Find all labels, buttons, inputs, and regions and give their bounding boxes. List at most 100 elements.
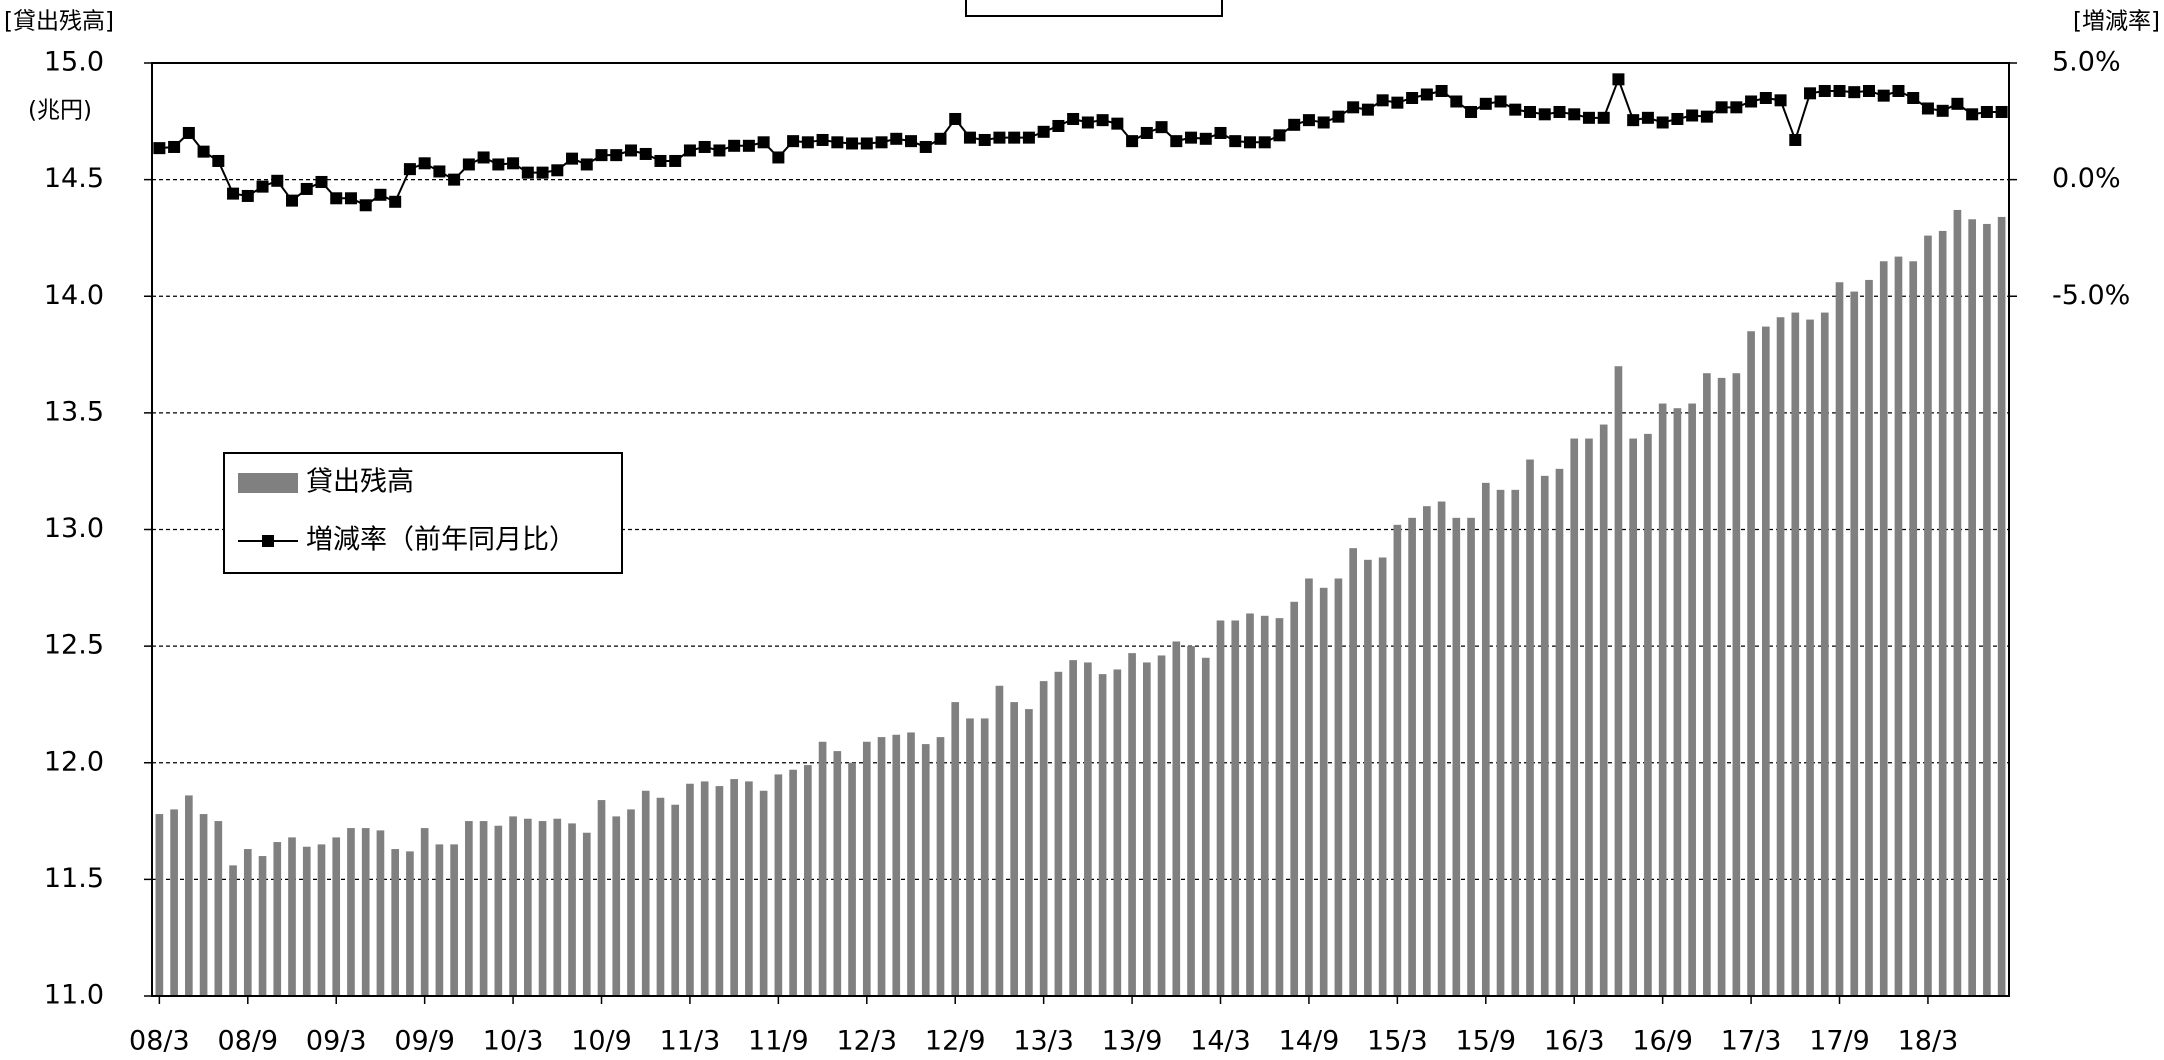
marker xyxy=(1995,105,2008,118)
marker xyxy=(462,158,475,171)
bar xyxy=(1820,312,1829,996)
marker xyxy=(212,154,225,167)
marker xyxy=(1479,97,1492,110)
bar xyxy=(1025,709,1033,996)
bar xyxy=(1983,223,1991,996)
marker xyxy=(654,154,667,167)
marker xyxy=(330,192,343,205)
marker xyxy=(1214,126,1227,139)
marker xyxy=(1597,111,1610,124)
bar xyxy=(347,828,355,996)
marker xyxy=(713,144,726,157)
bar xyxy=(1599,424,1608,997)
legend-marker xyxy=(262,535,274,547)
marker xyxy=(359,199,372,212)
bar xyxy=(1231,620,1240,996)
marker xyxy=(433,165,446,178)
y-tick-label: 13.0 xyxy=(44,513,104,544)
bar xyxy=(1526,459,1534,996)
marker xyxy=(1081,116,1094,129)
marker xyxy=(860,137,873,150)
bar xyxy=(582,832,591,996)
marker xyxy=(418,157,431,170)
bar xyxy=(1408,517,1416,996)
marker xyxy=(448,173,461,186)
bar xyxy=(1010,702,1019,996)
marker xyxy=(1538,108,1551,121)
bar xyxy=(1467,517,1475,996)
marker xyxy=(728,139,741,152)
bar xyxy=(700,781,709,996)
bar xyxy=(523,818,532,996)
bar xyxy=(1835,282,1844,996)
bar xyxy=(656,797,665,996)
y2-tick-label: 0.0% xyxy=(2052,163,2121,194)
bar xyxy=(509,816,517,996)
marker xyxy=(1730,101,1743,114)
marker xyxy=(978,133,991,146)
bar xyxy=(1172,641,1181,996)
marker xyxy=(1288,118,1301,131)
bar xyxy=(185,795,193,996)
plot-frame xyxy=(151,62,2010,997)
y-tick-label: 12.5 xyxy=(44,630,104,661)
marker xyxy=(1450,95,1463,108)
bar xyxy=(789,769,797,996)
bar xyxy=(1953,209,1962,996)
marker xyxy=(1641,111,1654,124)
marker xyxy=(1804,87,1817,100)
bar xyxy=(1909,261,1918,996)
bar xyxy=(877,737,886,996)
x-tick-label: 12/9 xyxy=(925,1026,986,1057)
marker xyxy=(624,144,637,157)
x-tick-label: 13/9 xyxy=(1102,1026,1163,1057)
marker xyxy=(492,158,505,171)
bar xyxy=(376,830,385,996)
x-tick-label: 17/9 xyxy=(1809,1026,1870,1057)
marker xyxy=(1524,105,1537,118)
marker xyxy=(197,145,210,158)
marker xyxy=(787,135,800,148)
marker xyxy=(1833,84,1846,97)
marker xyxy=(1361,103,1374,116)
bar xyxy=(1187,646,1195,996)
line xyxy=(159,76,2002,207)
marker xyxy=(669,154,682,167)
bar xyxy=(627,809,635,996)
bar xyxy=(1791,312,1800,996)
y-unit: (兆円) xyxy=(28,98,92,124)
bar xyxy=(214,821,223,996)
bar xyxy=(1246,613,1254,996)
marker xyxy=(1907,91,1920,104)
marker xyxy=(949,112,962,125)
marker xyxy=(801,136,814,149)
bar xyxy=(612,816,621,996)
bar xyxy=(951,702,960,996)
marker xyxy=(1376,94,1389,107)
bar xyxy=(170,809,178,996)
bar xyxy=(1084,662,1092,996)
marker xyxy=(1553,105,1566,118)
marker xyxy=(1582,111,1595,124)
marker xyxy=(1199,132,1212,145)
legend-label: 増減率（前年同月比） xyxy=(306,525,576,556)
bar xyxy=(494,825,503,996)
bar xyxy=(243,849,252,996)
bar xyxy=(980,718,989,996)
bar xyxy=(1334,578,1343,996)
marker xyxy=(831,136,844,149)
bar xyxy=(435,844,444,996)
bar xyxy=(450,844,458,996)
bar xyxy=(1349,548,1357,996)
legend-label: 貸出残高 xyxy=(306,467,414,498)
bar xyxy=(892,734,901,996)
bar xyxy=(229,865,237,996)
bar xyxy=(1688,403,1696,996)
bar xyxy=(361,828,370,996)
bar xyxy=(1098,674,1107,996)
x-tick-label: 12/3 xyxy=(836,1026,897,1057)
marker xyxy=(1465,105,1478,118)
marker xyxy=(315,175,328,188)
x-tick-label: 11/9 xyxy=(748,1026,809,1057)
bar xyxy=(406,851,414,996)
